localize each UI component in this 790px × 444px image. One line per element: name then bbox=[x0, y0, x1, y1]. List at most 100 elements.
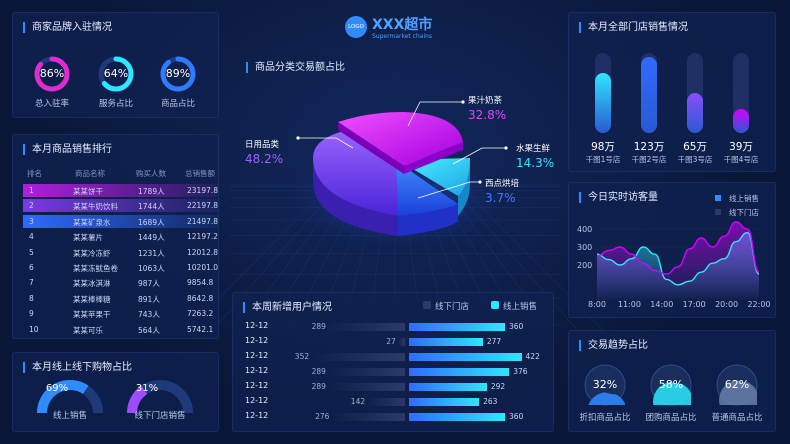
visits-title: 今日实时访客量 bbox=[579, 192, 658, 203]
buyer-count: 1231人 bbox=[138, 248, 165, 258]
row-date: 12-12 bbox=[245, 321, 269, 330]
legend-online-visits-swatch bbox=[715, 195, 721, 201]
col-name: 商品名称 bbox=[75, 169, 105, 178]
rank-highlight bbox=[23, 184, 218, 197]
legend-offline-visits-swatch bbox=[715, 209, 721, 215]
ranking-row[interactable]: 9 某某苹果干 743人 7263.2 bbox=[23, 306, 223, 321]
online-title: 本月线上线下购物占比 bbox=[23, 362, 132, 373]
leader-fruit-dot bbox=[504, 146, 508, 150]
value-online: 376 bbox=[513, 367, 528, 376]
value-juice: 32.8% bbox=[468, 108, 507, 122]
ranking-row[interactable]: 7 某某冰淇淋 987人 9854.8 bbox=[23, 275, 223, 290]
legend-offline-swatch bbox=[423, 301, 431, 309]
ranking-row[interactable]: 2 某某牛奶饮料 1744人 22197.8 bbox=[23, 198, 223, 213]
ranking-row[interactable]: 10 某某可乐 564人 5742.1 bbox=[23, 322, 223, 337]
series-offline-area bbox=[597, 221, 759, 301]
sales-amount: 23197.8 bbox=[187, 186, 219, 195]
col-rank: 排名 bbox=[27, 169, 42, 178]
trend-bubble bbox=[650, 364, 692, 406]
bar-offline bbox=[327, 383, 405, 391]
ring-label: 服务占比 bbox=[98, 99, 133, 109]
trend-label: 普通商品占比 bbox=[711, 413, 763, 423]
category-title: 商品分类交易额占比 bbox=[246, 62, 345, 73]
app-subtitle: Supermarket chains bbox=[372, 33, 433, 40]
buyer-count: 1689人 bbox=[138, 217, 165, 227]
row-date: 12-12 bbox=[245, 396, 269, 405]
buyer-count: 743人 bbox=[138, 310, 160, 320]
slice-juice[interactable] bbox=[338, 112, 463, 166]
rank-number: 9 bbox=[29, 309, 34, 319]
ranking-row[interactable]: 4 某某薯片 1449人 12197.2 bbox=[23, 229, 223, 244]
sales-amount: 12197.2 bbox=[187, 232, 219, 242]
product-name: 某某冷冻虾 bbox=[73, 248, 111, 258]
app-title: XXX超市 bbox=[372, 17, 433, 33]
ring-label: 总入驻率 bbox=[34, 99, 69, 109]
store-bar-fill[interactable] bbox=[687, 93, 703, 133]
bar-online bbox=[409, 338, 483, 346]
ranking-panel: 本月商品销售排行 排名 商品名称 购买人数 总销售额 1 某某饼干 1789人 231… bbox=[12, 134, 219, 339]
store-bar-fill[interactable] bbox=[641, 57, 657, 133]
series-offline-line bbox=[596, 221, 760, 275]
value-offline: 27 bbox=[386, 337, 396, 346]
ranking-row[interactable]: 8 某某棒棒糖 891人 8642.8 bbox=[23, 291, 223, 306]
label-juice: 果汁奶茶 bbox=[468, 96, 503, 106]
x-tick-label: 20:00 bbox=[715, 300, 738, 309]
half-gauge bbox=[126, 380, 193, 414]
bar-offline bbox=[327, 323, 405, 331]
sales-amount: 10201.0 bbox=[187, 263, 219, 272]
rank-number: 1 bbox=[29, 186, 34, 195]
visits-panel: 今日实时访客量 线上销售 线下门店 400 300 200 8:00 11:00 14:… bbox=[568, 182, 776, 318]
ring-gauge bbox=[160, 56, 196, 92]
leader-fruit bbox=[452, 147, 506, 165]
leader-juice bbox=[407, 101, 463, 127]
value-offline: 289 bbox=[311, 382, 326, 391]
y-tick-label: 200 bbox=[577, 261, 592, 270]
ranking-row[interactable]: 1 某某饼干 1789人 23197.8 bbox=[23, 183, 223, 198]
ring-gauge bbox=[34, 56, 70, 92]
x-tick-label: 17:00 bbox=[683, 300, 706, 309]
leader-daily bbox=[298, 137, 354, 149]
row-date: 12-12 bbox=[245, 411, 269, 420]
trend-bubble bbox=[716, 364, 758, 406]
rank-number: 3 bbox=[29, 216, 34, 226]
merchant-title: 商家品牌入驻情况 bbox=[23, 22, 112, 33]
legend-online-label: 线上销售 bbox=[503, 302, 538, 312]
bar-online bbox=[409, 413, 505, 421]
product-name: 某某可乐 bbox=[73, 325, 103, 335]
sales-amount: 5742.1 bbox=[187, 324, 214, 334]
product-name: 某某薯片 bbox=[73, 233, 103, 243]
buyer-count: 891人 bbox=[138, 294, 160, 304]
bar-offline bbox=[311, 353, 405, 361]
bar-offline bbox=[397, 338, 405, 346]
ranking-row[interactable]: 3 某某矿泉水 1689人 21497.8 bbox=[23, 214, 223, 229]
rank-number: 4 bbox=[29, 232, 34, 242]
ranking-row[interactable]: 5 某某冷冻虾 1231人 12012.8 bbox=[23, 245, 223, 260]
slice-bakery[interactable] bbox=[396, 161, 458, 216]
category-section: 商品分类交易额占比 果汁奶茶 32.8% 水果生鲜 bbox=[238, 56, 554, 286]
value-bakery: 3.7% bbox=[485, 191, 516, 205]
ring-value: 64% bbox=[103, 67, 129, 80]
value-online: 277 bbox=[486, 337, 502, 346]
store-value: 39万 bbox=[729, 141, 753, 153]
stores-panel: 本月全部门店销售情况 98万 千图1号店 123万 千图2号店 65万 千图3号店 39万千… bbox=[568, 12, 776, 172]
sales-amount: 12012.8 bbox=[187, 247, 219, 257]
newusers-title: 本周新增用户情况 bbox=[243, 302, 332, 313]
rank-highlight bbox=[23, 214, 218, 228]
newusers-panel: 本周新增用户情况 线下门店 线上销售 12-12 289 360 12-12 27 277… bbox=[232, 292, 554, 432]
store-bar-fill[interactable] bbox=[595, 72, 611, 133]
product-name: 某某棒棒糖 bbox=[73, 294, 111, 304]
store-label: 千图3号店 bbox=[677, 155, 713, 164]
leader-daily-dot bbox=[296, 136, 300, 140]
ranking-row[interactable]: 6 某某冻鱿鱼卷 1063人 10201.0 bbox=[23, 260, 223, 275]
legend-online-swatch bbox=[491, 301, 499, 309]
product-name: 某某牛奶饮料 bbox=[73, 202, 118, 212]
store-label: 千图2号店 bbox=[631, 155, 667, 164]
rank-highlight bbox=[23, 199, 218, 213]
series-online-line bbox=[596, 231, 760, 286]
buyer-count: 1744人 bbox=[138, 202, 165, 212]
row-date: 12-12 bbox=[245, 381, 269, 390]
y-tick-label: 400 bbox=[577, 225, 592, 234]
store-bar-fill[interactable] bbox=[733, 109, 749, 133]
product-name: 某某矿泉水 bbox=[73, 217, 111, 227]
leader-bakery-dot bbox=[478, 180, 482, 184]
